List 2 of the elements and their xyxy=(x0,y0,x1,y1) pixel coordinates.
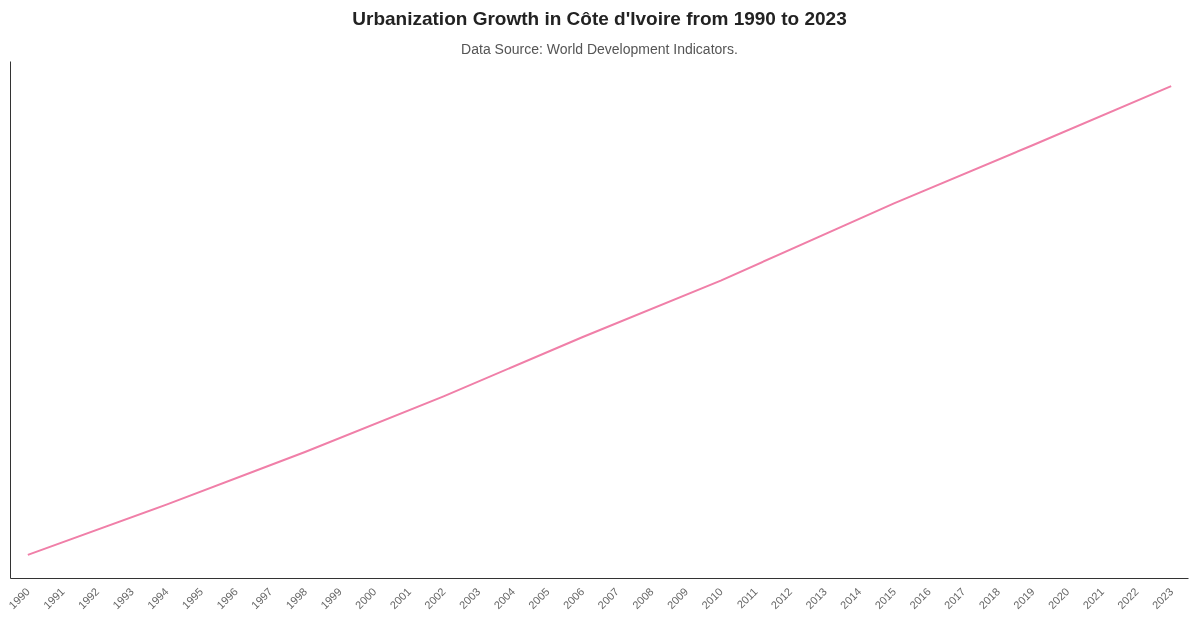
chart-subtitle: Data Source: World Development Indicators. xyxy=(461,40,738,57)
chart-title: Urbanization Growth in Côte d'Ivoire from 1990 to 2023 xyxy=(352,7,847,29)
